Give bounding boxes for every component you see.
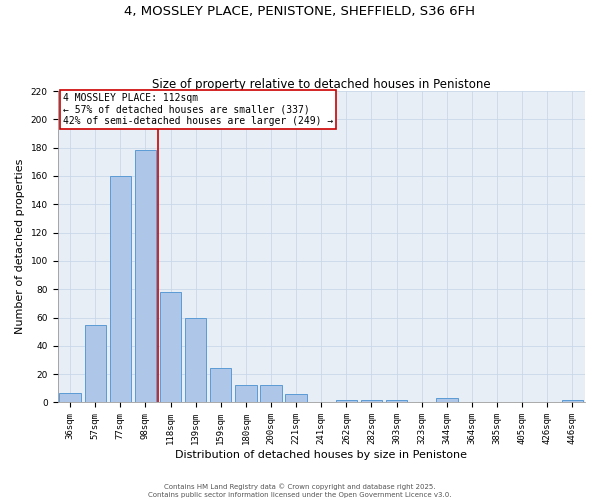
Bar (286, 394, 307, 402)
Bar (386, 400, 407, 402)
Bar (562, 400, 583, 402)
Bar (135, 150, 156, 402)
Bar (185, 318, 206, 402)
Bar (59, 392, 81, 402)
Bar (336, 400, 357, 402)
Text: Contains HM Land Registry data © Crown copyright and database right 2025.
Contai: Contains HM Land Registry data © Crown c… (148, 484, 452, 498)
Text: 4, MOSSLEY PLACE, PENISTONE, SHEFFIELD, S36 6FH: 4, MOSSLEY PLACE, PENISTONE, SHEFFIELD, … (125, 5, 476, 18)
Bar (235, 386, 257, 402)
X-axis label: Distribution of detached houses by size in Penistone: Distribution of detached houses by size … (175, 450, 467, 460)
Bar (85, 324, 106, 402)
Bar (160, 292, 181, 403)
Bar (210, 368, 232, 402)
Bar (361, 400, 382, 402)
Title: Size of property relative to detached houses in Penistone: Size of property relative to detached ho… (152, 78, 491, 91)
Bar (110, 176, 131, 402)
Text: 4 MOSSLEY PLACE: 112sqm
← 57% of detached houses are smaller (337)
42% of semi-d: 4 MOSSLEY PLACE: 112sqm ← 57% of detache… (63, 92, 333, 126)
Bar (436, 398, 458, 402)
Bar (260, 386, 282, 402)
Y-axis label: Number of detached properties: Number of detached properties (15, 159, 25, 334)
